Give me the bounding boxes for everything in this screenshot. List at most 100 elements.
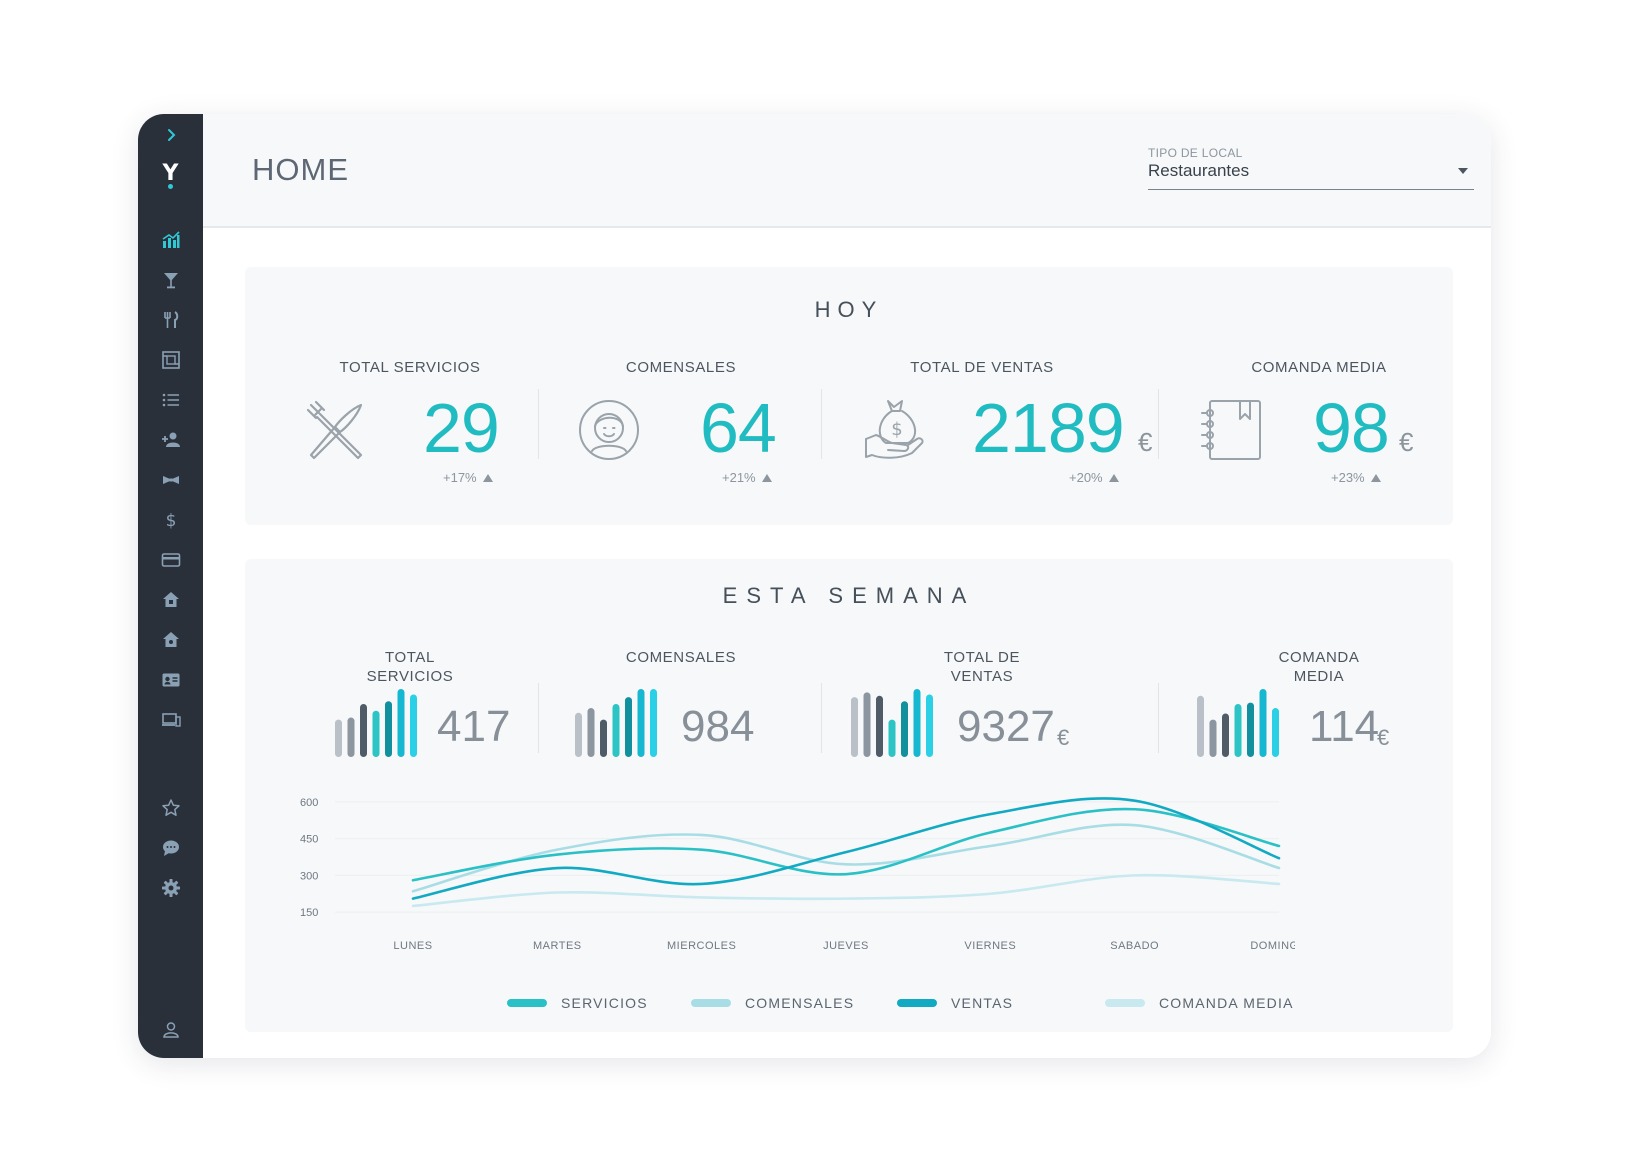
x-tick-label: MARTES	[533, 940, 582, 952]
trend-up-icon	[761, 474, 772, 482]
sidebar-item-clients[interactable]	[138, 664, 203, 696]
mini-bar	[587, 708, 595, 757]
kpi-divider	[538, 683, 539, 753]
mini-bar	[372, 710, 380, 757]
series-line-ventas	[411, 797, 1281, 900]
sidebar-item-list[interactable]	[138, 384, 203, 416]
bow-tie-icon	[162, 476, 179, 484]
sidebar-user-button[interactable]	[138, 1014, 203, 1046]
kpi-value-comensales: 64	[700, 389, 777, 467]
x-tick-label: VIERNES	[964, 940, 1016, 952]
mini-bar	[876, 695, 883, 757]
series-line-servicios	[411, 807, 1281, 882]
user-icon	[162, 1022, 179, 1038]
sidebar-item-favorites[interactable]	[138, 792, 203, 824]
kpi-value-total-ventas: 2189	[972, 389, 1125, 467]
x-tick-label: DOMINGO	[1250, 940, 1295, 952]
trend-up-icon	[1370, 474, 1381, 482]
today-title: HOY	[814, 297, 884, 322]
kpi-divider	[1158, 683, 1159, 753]
legend-item-comensales[interactable]: COMENSALES	[691, 993, 854, 1013]
mini-bar	[1209, 719, 1217, 757]
chat-icon	[162, 840, 179, 856]
legend-swatch	[1105, 999, 1145, 1007]
sidebar-item-payments[interactable]: $	[138, 504, 203, 536]
week-value-total-servicios: 417	[437, 702, 511, 751]
kpi-label-total-servicios: TOTAL SERVICIOS	[339, 359, 481, 376]
series-line-comanda-media	[411, 873, 1281, 908]
venue-type-value: Restaurantes	[1148, 161, 1250, 180]
kpi-change-comanda-media: +23%	[1331, 470, 1381, 485]
y-tick-label: 300	[300, 870, 318, 882]
cocktail-glass-icon	[163, 273, 178, 289]
svg-text:$: $	[891, 419, 902, 440]
kpi-label-comensales: COMENSALES	[625, 359, 737, 376]
kpi-divider	[821, 683, 822, 753]
label-line: VENTAS	[950, 668, 1014, 685]
mini-bar	[360, 703, 367, 757]
dollar-icon: $	[165, 511, 176, 530]
mini-bar	[397, 689, 405, 757]
week-mini-bars-comanda	[1197, 689, 1279, 757]
legend-item-ventas[interactable]: VENTAS	[897, 993, 1013, 1013]
mini-bar	[1222, 713, 1229, 757]
sidebar-item-settings[interactable]	[138, 872, 203, 904]
credit-card-icon	[161, 553, 180, 567]
star-icon	[161, 799, 180, 816]
list-icon	[162, 393, 179, 407]
trend-up-icon	[482, 474, 493, 482]
sidebar-item-cards[interactable]	[138, 544, 203, 576]
sidebar-item-venues-alt[interactable]	[138, 624, 203, 656]
svg-text:$: $	[165, 511, 176, 530]
x-tick-label: MIERCOLES	[667, 940, 736, 952]
week-label-total-ventas: TOTAL DE VENTAS	[872, 648, 1092, 686]
sidebar-item-restaurant[interactable]	[138, 304, 203, 336]
sidebar-item-messages[interactable]	[138, 832, 203, 864]
logo-text: Y	[162, 160, 179, 186]
sidebar-item-floor-plan[interactable]	[138, 344, 203, 376]
venue-type-label: TIPO DE LOCAL	[1148, 146, 1243, 160]
chevron-right-icon	[167, 129, 175, 141]
sidebar-item-bar[interactable]	[138, 264, 203, 296]
kpi-divider	[1158, 389, 1159, 459]
mini-bar	[1259, 689, 1267, 757]
week-label-comanda-media: COMANDA MEDIA	[1209, 648, 1429, 686]
mini-bar	[1234, 703, 1242, 757]
logo[interactable]: Y	[138, 156, 203, 190]
mini-bar	[625, 697, 632, 757]
diner-face-icon	[579, 400, 639, 460]
x-tick-label: LUNES	[393, 940, 432, 952]
mini-bar	[1247, 702, 1254, 757]
mini-bar	[1197, 695, 1204, 757]
legend-swatch	[897, 999, 937, 1007]
kpi-value-comanda-media: 98	[1313, 389, 1390, 467]
kpi-divider	[538, 389, 539, 459]
kpi-change-text: +23%	[1331, 470, 1365, 485]
sidebar-item-staff[interactable]	[138, 464, 203, 496]
sidebar-item-stats[interactable]	[138, 224, 203, 256]
bar-chart-icon	[162, 231, 180, 248]
mini-bar	[913, 689, 921, 757]
id-card-icon	[162, 673, 179, 687]
sidebar-item-venues[interactable]	[138, 584, 203, 616]
venue-type-select[interactable]: TIPO DE LOCAL Restaurantes	[1148, 146, 1474, 190]
mini-bar	[347, 717, 355, 757]
house-icon	[162, 592, 179, 607]
mini-bar	[335, 719, 342, 757]
label-line: COMENSALES	[625, 649, 737, 666]
kpi-value-total-servicios: 29	[423, 389, 500, 467]
sidebar-expand-button[interactable]	[138, 122, 203, 148]
series-line-comensales	[411, 823, 1281, 893]
legend-item-comanda-media[interactable]: COMANDA MEDIA	[1105, 993, 1294, 1013]
mini-bar	[575, 712, 582, 757]
week-value-total-ventas: 9327	[957, 702, 1055, 751]
sidebar-item-devices[interactable]	[138, 704, 203, 736]
kpi-change-text: +20%	[1069, 470, 1103, 485]
label-line: MEDIA	[1293, 668, 1345, 685]
devices-icon	[161, 713, 181, 727]
crossed-utensils-icon	[306, 400, 363, 460]
legend-swatch	[507, 999, 547, 1007]
legend-item-servicios[interactable]: SERVICIOS	[507, 993, 648, 1013]
app-window: Y $	[138, 114, 1491, 1058]
sidebar-item-add-user[interactable]	[138, 424, 203, 456]
